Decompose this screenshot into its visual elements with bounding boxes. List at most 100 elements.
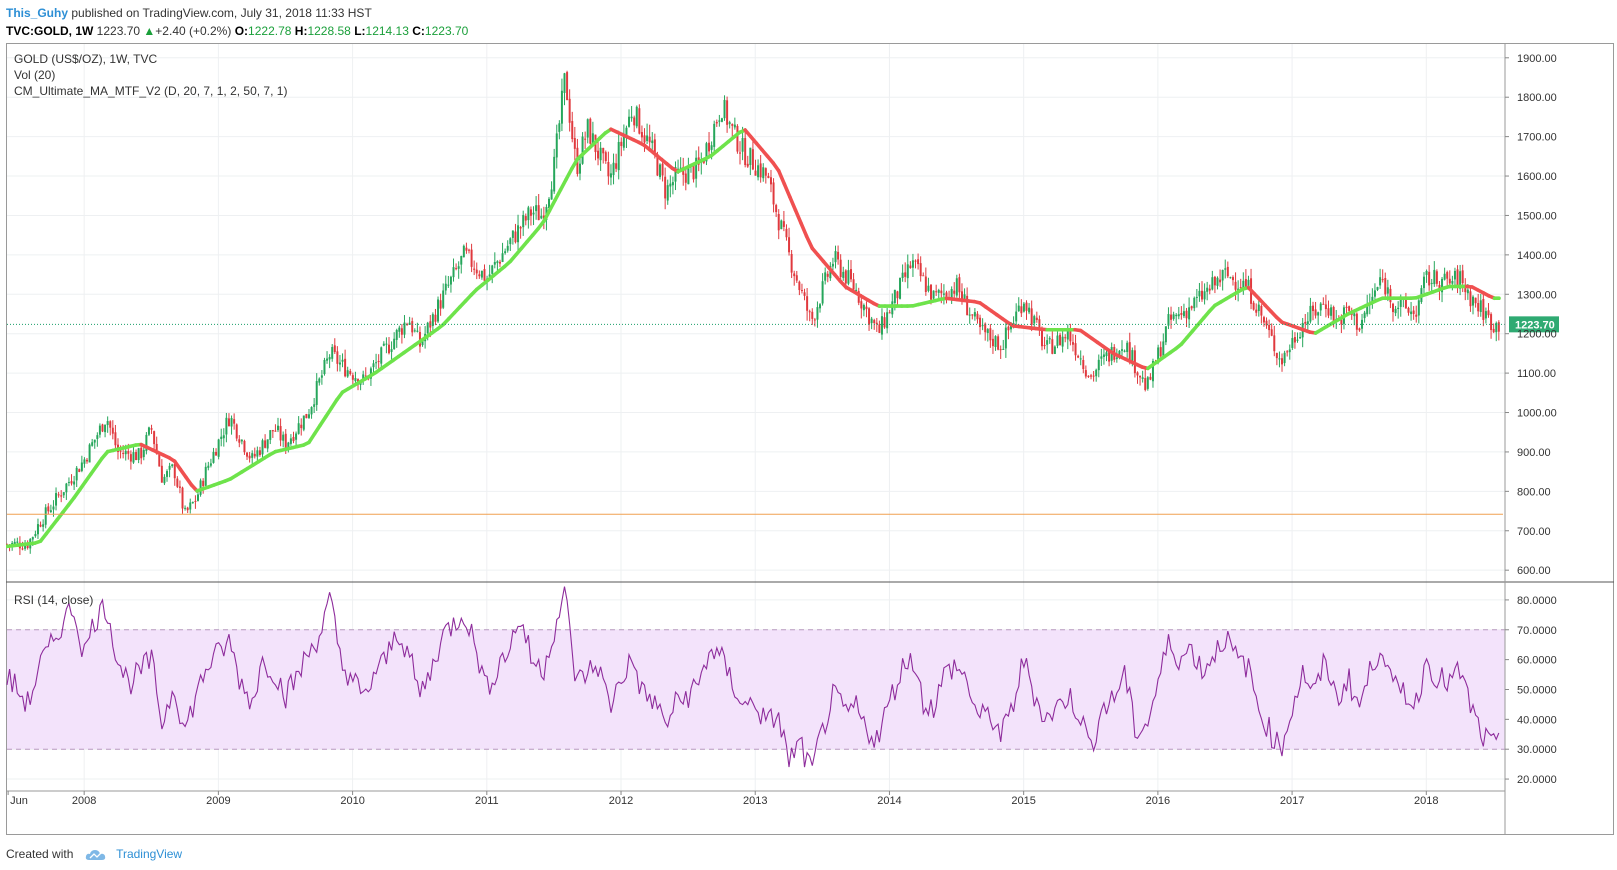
candle-body[interactable] — [305, 413, 308, 419]
candle-body[interactable] — [1051, 339, 1054, 354]
candle-body[interactable] — [385, 343, 388, 345]
candle-body[interactable] — [1229, 277, 1232, 279]
candle-body[interactable] — [1446, 272, 1449, 279]
candle-body[interactable] — [984, 323, 987, 333]
candle-body[interactable] — [780, 220, 783, 230]
chart-svg[interactable]: 1223.70 600.00 700.00 800.00 900.00 1000.00 1… — [5, 43, 1614, 835]
candle-body[interactable] — [1497, 322, 1500, 332]
candle-body[interactable] — [1407, 307, 1410, 313]
candle-body[interactable] — [935, 291, 938, 293]
candle-body[interactable] — [666, 185, 669, 201]
candle-body[interactable] — [847, 270, 850, 284]
candle-body[interactable] — [1322, 303, 1325, 305]
candle-body[interactable] — [455, 268, 458, 270]
candle-body[interactable] — [434, 314, 437, 322]
candle-body[interactable] — [132, 452, 135, 463]
candle-body[interactable] — [1224, 268, 1227, 270]
candle-body[interactable] — [1456, 269, 1459, 288]
candle-body[interactable] — [1172, 314, 1175, 319]
candle-body[interactable] — [715, 121, 718, 124]
candle-body[interactable] — [563, 73, 566, 93]
candle-body[interactable] — [295, 433, 298, 440]
candle-body[interactable] — [1035, 317, 1038, 321]
candle-body[interactable] — [855, 289, 858, 292]
candle-body[interactable] — [1022, 303, 1025, 312]
candle-body[interactable] — [548, 198, 551, 209]
candle-body[interactable] — [204, 466, 207, 486]
candle-body[interactable] — [1079, 358, 1082, 360]
candle-body[interactable] — [488, 274, 491, 277]
candle-body[interactable] — [398, 327, 401, 332]
candle-body[interactable] — [189, 502, 192, 510]
candle-body[interactable] — [1040, 328, 1043, 347]
candle-body[interactable] — [140, 447, 143, 459]
candle-body[interactable] — [1046, 340, 1049, 345]
candle-body[interactable] — [282, 434, 285, 441]
candle-body[interactable] — [942, 293, 945, 295]
candle-body[interactable] — [465, 247, 468, 251]
candle-body[interactable] — [994, 336, 997, 347]
candle-body[interactable] — [1043, 344, 1046, 347]
candle-body[interactable] — [235, 424, 238, 439]
candle-body[interactable] — [225, 417, 228, 435]
candle-body[interactable] — [1242, 280, 1245, 290]
candle-body[interactable] — [1064, 337, 1067, 339]
candle-body[interactable] — [1484, 311, 1487, 319]
candle-body[interactable] — [1244, 279, 1247, 287]
tradingview-link[interactable]: TradingView — [116, 847, 183, 861]
candle-body[interactable] — [36, 524, 39, 535]
candle-body[interactable] — [1288, 349, 1291, 353]
candle-body[interactable] — [246, 452, 249, 457]
candle-body[interactable] — [1293, 337, 1296, 343]
candle-body[interactable] — [375, 362, 378, 364]
candle-body[interactable] — [811, 311, 814, 319]
candle-body[interactable] — [625, 127, 628, 138]
candle-body[interactable] — [578, 163, 581, 174]
candle-body[interactable] — [1474, 297, 1477, 304]
candle-body[interactable] — [1123, 350, 1126, 352]
candle-body[interactable] — [129, 454, 132, 462]
candle-body[interactable] — [1306, 321, 1309, 325]
candle-body[interactable] — [341, 359, 344, 362]
candle-body[interactable] — [1056, 335, 1059, 346]
candle-body[interactable] — [468, 249, 471, 251]
candle-body[interactable] — [1131, 350, 1134, 363]
candle-body[interactable] — [1490, 314, 1493, 331]
candle-body[interactable] — [62, 492, 65, 496]
candle-body[interactable] — [300, 424, 303, 429]
candle-body[interactable] — [222, 435, 225, 439]
candle-body[interactable] — [658, 164, 661, 178]
candle-body[interactable] — [452, 267, 455, 278]
candle-body[interactable] — [826, 273, 829, 277]
candle-body[interactable] — [1020, 306, 1023, 314]
candle-body[interactable] — [604, 152, 607, 162]
candle-body[interactable] — [1327, 308, 1330, 316]
candle-body[interactable] — [795, 275, 798, 281]
candle-body[interactable] — [135, 452, 138, 461]
candle-body[interactable] — [754, 170, 757, 176]
candle-body[interactable] — [207, 465, 210, 468]
candle-body[interactable] — [1441, 278, 1444, 293]
candle-body[interactable] — [886, 312, 889, 329]
candle-body[interactable] — [351, 375, 354, 380]
legend-line-2[interactable]: Vol (20) — [14, 68, 55, 82]
candle-body[interactable] — [1260, 305, 1263, 316]
candle-body[interactable] — [315, 381, 318, 405]
candle-body[interactable] — [979, 317, 982, 328]
candle-body[interactable] — [421, 340, 424, 346]
candle-body[interactable] — [191, 502, 194, 504]
candle-body[interactable] — [816, 307, 819, 320]
candle-body[interactable] — [1495, 322, 1498, 333]
candle-body[interactable] — [651, 140, 654, 144]
candle-body[interactable] — [930, 284, 933, 300]
candle-body[interactable] — [1182, 311, 1185, 317]
candle-body[interactable] — [788, 237, 791, 253]
candle-body[interactable] — [449, 276, 452, 285]
candle-body[interactable] — [1025, 302, 1028, 311]
candle-body[interactable] — [44, 507, 47, 525]
candle-body[interactable] — [400, 328, 403, 335]
candle-body[interactable] — [1399, 298, 1402, 307]
candle-body[interactable] — [746, 163, 749, 167]
candle-body[interactable] — [1389, 288, 1392, 303]
candle-body[interactable] — [646, 135, 649, 141]
